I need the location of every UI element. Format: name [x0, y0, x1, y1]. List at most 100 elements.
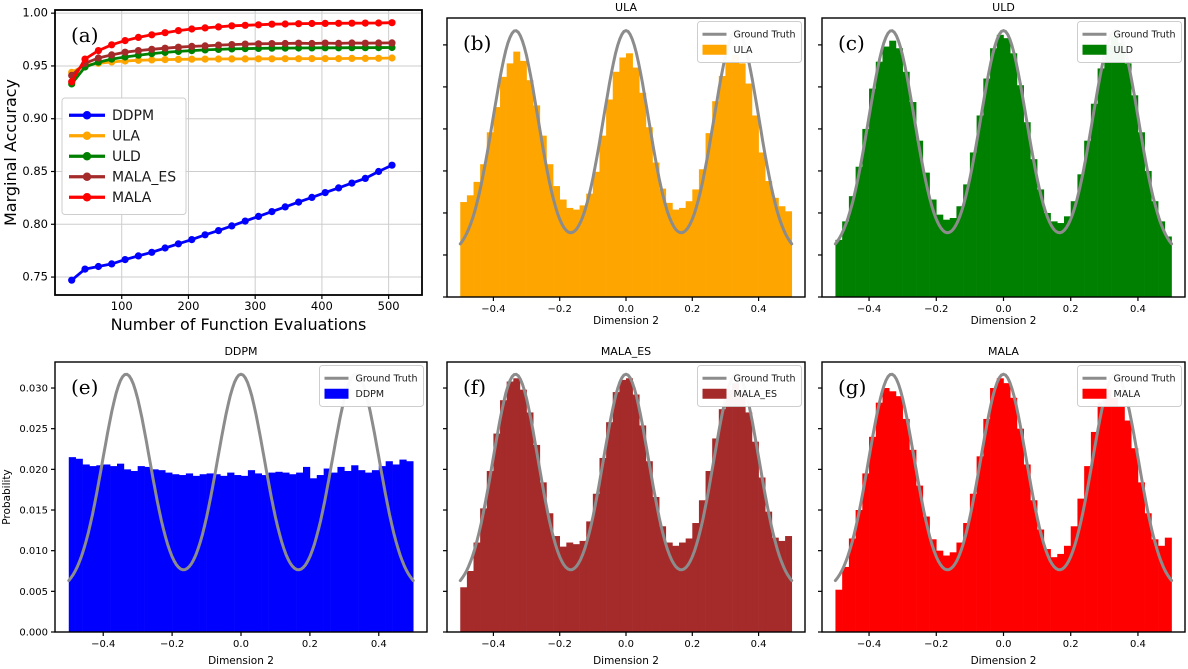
histogram-chart-mala: −0.4 −0.2 0.0 0.2 0.4 Dimension 2 MALA (g) Groun… [818, 345, 1186, 667]
svg-text:1.00: 1.00 [22, 6, 48, 20]
svg-text:0.2: 0.2 [684, 304, 700, 315]
svg-text:0.75: 0.75 [22, 270, 48, 284]
x-axis-ticks: −0.4 −0.2 0.0 0.2 0.4 [857, 297, 1146, 315]
panel-title: MALA [988, 345, 1019, 358]
svg-text:0.4: 0.4 [751, 304, 767, 315]
panel-letter-label: (c) [838, 31, 865, 55]
y-axis-ticks [818, 387, 822, 633]
x-axis-label: Dimension 2 [593, 655, 659, 667]
legend-swatch-ULD [1082, 44, 1107, 55]
svg-text:0.4: 0.4 [751, 639, 767, 650]
legend-label-MALA: MALA [1114, 389, 1141, 400]
x-axis-ticks: 100 200 300 400 500 [111, 295, 400, 313]
panel-letter-label: (f) [463, 375, 486, 399]
svg-text:−0.2: −0.2 [924, 639, 948, 650]
svg-text:0.2: 0.2 [1063, 639, 1079, 650]
svg-text:0.85: 0.85 [22, 164, 48, 178]
axes-spines [54, 9, 423, 296]
svg-text:0.020: 0.020 [19, 465, 48, 476]
y-axis-label: Probability [1, 469, 13, 525]
svg-text:0.0: 0.0 [618, 639, 634, 650]
panel-letter-label: (b) [463, 31, 491, 55]
line-chart-marginal-accuracy: 100 200 300 400 500 0.75 0.80 0.85 0.90 0.95 1.00 N… [1, 6, 423, 334]
svg-text:0.2: 0.2 [302, 639, 318, 650]
panel-letter-label: (e) [71, 375, 98, 399]
y-axis-ticks [443, 387, 447, 633]
svg-text:500: 500 [378, 299, 400, 313]
x-axis-ticks: −0.4 −0.2 0.0 0.2 0.4 [481, 632, 767, 650]
svg-text:0.0: 0.0 [618, 304, 634, 315]
legend-label-MALA_ES: MALA_ES [112, 170, 176, 186]
legend: Ground Truth MALA [1077, 365, 1182, 407]
legend-label-ULD: ULD [1114, 45, 1134, 56]
svg-text:300: 300 [244, 299, 266, 313]
legend-swatch-ULA [702, 44, 727, 55]
x-axis-label: Dimension 2 [971, 315, 1037, 327]
x-axis-ticks: −0.4 −0.2 0.0 0.2 0.4 [481, 297, 767, 315]
panel-a-marginal-accuracy: 100 200 300 400 500 0.75 0.80 0.85 0.90 0.95 1.00 N… [0, 0, 432, 334]
x-axis-label: Number of Function Evaluations [111, 315, 367, 334]
legend-label-ULA: ULA [112, 129, 140, 145]
legend-label-DDPM: DDPM [112, 108, 154, 124]
svg-text:−0.4: −0.4 [481, 639, 505, 650]
panel-title: ULD [992, 1, 1015, 14]
panel-f-mala-es-histogram: −0.4 −0.2 0.0 0.2 0.4 Dimension 2 MALA_ES (f) Gr… [432, 334, 810, 669]
panel-c-uld-histogram: −0.4 −0.2 0.0 0.2 0.4 Dimension 2 ULD (c) Ground… [810, 0, 1188, 334]
legend-label-DDPM: DDPM [356, 389, 385, 400]
legend: DDPM ULA ULD MALA_ES MALA [61, 97, 187, 215]
svg-text:−0.2: −0.2 [548, 304, 572, 315]
y-axis-label: Marginal Accuracy [1, 79, 20, 226]
svg-text:100: 100 [111, 299, 133, 313]
svg-text:−0.4: −0.4 [857, 304, 881, 315]
y-axis-ticks: 0.000 0.005 0.010 0.015 0.020 0.025 0.030 [19, 384, 55, 639]
svg-text:0.0: 0.0 [996, 304, 1012, 315]
histogram-bars [835, 34, 1172, 298]
panel-title: ULA [615, 1, 637, 14]
svg-text:−0.2: −0.2 [924, 304, 948, 315]
panel-b-ula-histogram: −0.4 −0.2 0.0 0.2 0.4 Dimension 2 ULA (b) Ground… [432, 0, 810, 334]
legend-swatch-MALA_ES [702, 388, 727, 399]
x-axis-ticks: −0.4 −0.2 0.0 0.2 0.4 [91, 632, 387, 650]
svg-text:0.015: 0.015 [19, 506, 48, 517]
panel-letter-label: (g) [838, 375, 866, 399]
svg-text:−0.4: −0.4 [91, 639, 115, 650]
legend-label-Ground Truth: Ground Truth [1114, 30, 1176, 41]
legend: Ground Truth ULA [697, 21, 802, 63]
panel-g-mala-histogram: −0.4 −0.2 0.0 0.2 0.4 Dimension 2 MALA (g) Groun… [810, 334, 1188, 669]
svg-text:200: 200 [177, 299, 199, 313]
legend: Ground Truth MALA_ES [697, 365, 802, 407]
svg-text:0.030: 0.030 [19, 384, 48, 395]
svg-text:−0.4: −0.4 [857, 639, 881, 650]
panel-e-ddpm-histogram: −0.4 −0.2 0.0 0.2 0.4 0.000 0.005 0.010 0.015 0.0… [0, 334, 432, 669]
svg-text:0.4: 0.4 [1130, 304, 1146, 315]
panel-title: DDPM [224, 345, 257, 358]
svg-text:0.005: 0.005 [19, 587, 48, 598]
legend-label-Ground Truth: Ground Truth [1114, 374, 1176, 385]
legend: Ground Truth ULD [1077, 21, 1182, 63]
svg-text:0.025: 0.025 [19, 424, 48, 435]
legend-swatch-DDPM [324, 388, 349, 399]
x-axis-label: Dimension 2 [971, 655, 1037, 667]
histogram-chart-ula: −0.4 −0.2 0.0 0.2 0.4 Dimension 2 ULA (b) Ground… [443, 1, 806, 327]
legend-label-MALA: MALA [112, 190, 152, 206]
svg-text:0.4: 0.4 [1130, 639, 1146, 650]
svg-text:−0.4: −0.4 [481, 304, 505, 315]
series-DDPM [68, 161, 396, 284]
svg-text:400: 400 [311, 299, 333, 313]
series-MALA [68, 19, 396, 86]
histogram-chart-mala-es: −0.4 −0.2 0.0 0.2 0.4 Dimension 2 MALA_ES (f) Gr… [443, 345, 806, 667]
svg-text:0.2: 0.2 [684, 639, 700, 650]
svg-text:0.2: 0.2 [1063, 304, 1079, 315]
svg-text:0.010: 0.010 [19, 546, 48, 557]
legend-label-MALA_ES: MALA_ES [734, 389, 778, 400]
panel-title: MALA_ES [601, 345, 651, 358]
svg-text:0.90: 0.90 [22, 111, 48, 125]
legend-label-Ground Truth: Ground Truth [356, 374, 418, 385]
x-axis-ticks: −0.4 −0.2 0.0 0.2 0.4 [857, 632, 1146, 650]
x-axis-label: Dimension 2 [593, 315, 659, 327]
legend-label-Ground Truth: Ground Truth [734, 374, 796, 385]
svg-text:0.0: 0.0 [233, 639, 249, 650]
svg-text:0.0: 0.0 [996, 639, 1012, 650]
svg-text:0.4: 0.4 [371, 639, 387, 650]
histogram-chart-uld: −0.4 −0.2 0.0 0.2 0.4 Dimension 2 ULD (c) Ground… [818, 1, 1186, 327]
